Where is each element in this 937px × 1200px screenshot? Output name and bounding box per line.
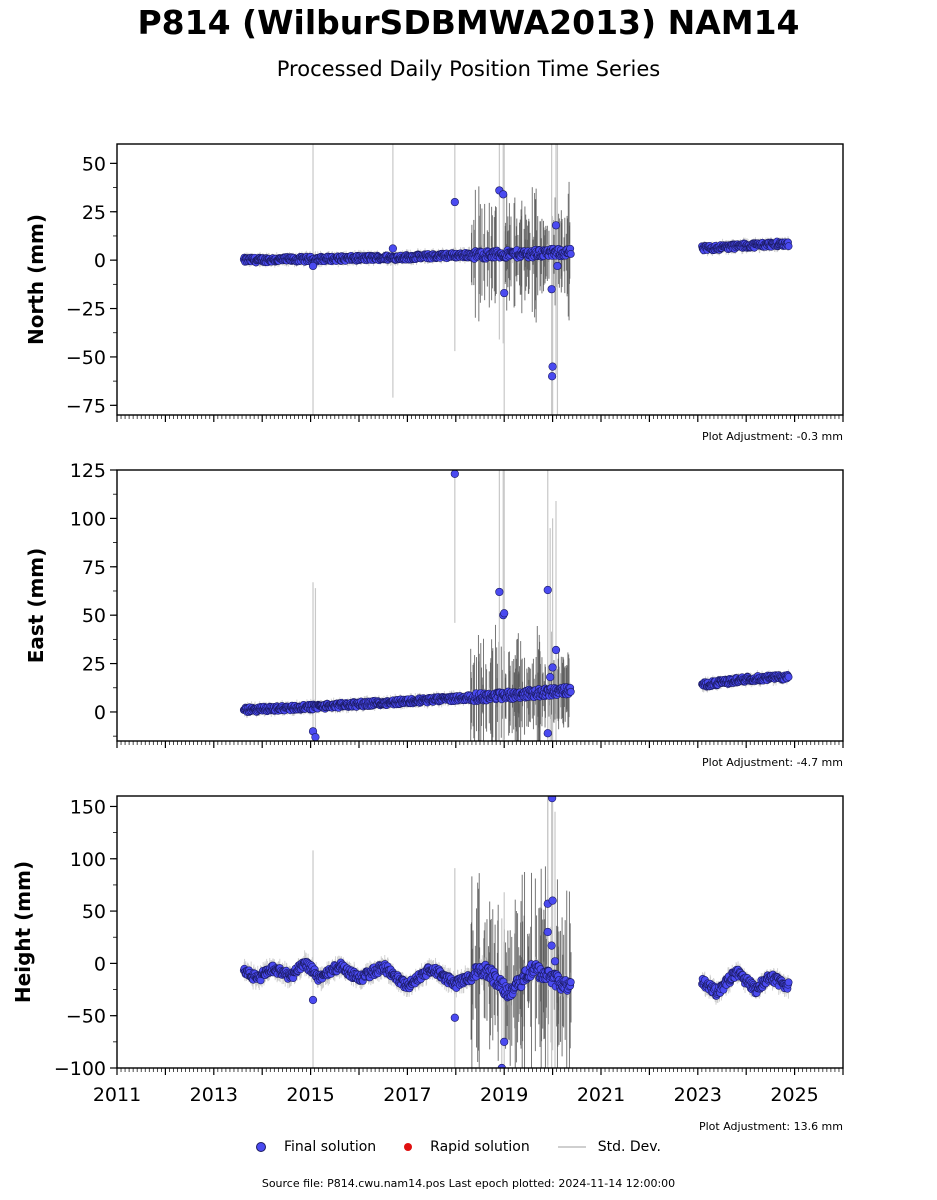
chart-panel-2: 125 100 75 50 25 0 East (mm) Plot Adjustment: -… xyxy=(24,460,844,769)
final-solution-point xyxy=(566,250,575,258)
y-axis-label: North (mm) xyxy=(24,214,48,345)
y-tick-label: 25 xyxy=(82,654,106,676)
y-tick-label: −75 xyxy=(66,395,106,417)
outlier-point xyxy=(547,285,556,294)
final-solution-point xyxy=(784,242,793,251)
figure-subtitle: Processed Daily Position Time Series xyxy=(276,57,661,81)
y-tick-label: 0 xyxy=(94,250,106,272)
outlier-point xyxy=(499,190,508,199)
outlier-point xyxy=(551,221,561,230)
outlier-point xyxy=(500,609,509,618)
outlier-point xyxy=(450,470,459,478)
chart-panel-1: 50 25 0 −25 −50 −75 North (mm) Plot Adjustment:… xyxy=(24,143,844,443)
outlier-point xyxy=(551,645,561,655)
y-tick-label: 125 xyxy=(70,460,106,482)
final-solution-point xyxy=(784,673,793,681)
outlier-point xyxy=(388,244,397,253)
outlier-point xyxy=(553,261,562,271)
outlier-point xyxy=(546,673,555,682)
plot-adjustment-label: Plot Adjustment: -4.7 mm xyxy=(702,756,843,769)
y-tick-label: 50 xyxy=(82,605,106,627)
y-tick-label: 25 xyxy=(82,202,106,224)
plot-area xyxy=(239,470,793,741)
plot-area xyxy=(239,144,793,415)
outlier-point xyxy=(450,197,459,207)
outlier-point xyxy=(548,372,557,381)
y-tick-label: 75 xyxy=(82,557,106,579)
outlier-point xyxy=(543,729,552,738)
plot-area xyxy=(239,796,793,1068)
y-axis-label: East (mm) xyxy=(24,548,48,664)
figure-title: P814 (WilburSDBMWA2013) NAM14 xyxy=(137,3,800,42)
outlier-point xyxy=(311,733,320,741)
y-tick-label: −50 xyxy=(66,347,106,369)
outlier-point xyxy=(543,585,552,595)
final-solution-point xyxy=(566,687,575,696)
outlier-point xyxy=(500,288,509,298)
outlier-point xyxy=(308,261,318,271)
y-tick-label: −25 xyxy=(66,299,106,321)
outlier-point xyxy=(495,587,504,597)
y-tick-label: 0 xyxy=(94,702,106,724)
outlier-point xyxy=(548,362,557,371)
outlier-point xyxy=(548,663,557,672)
plot-adjustment-label: Plot Adjustment: -0.3 mm xyxy=(702,430,843,443)
y-tick-label: 50 xyxy=(82,153,106,175)
y-tick-label: 100 xyxy=(70,508,106,530)
